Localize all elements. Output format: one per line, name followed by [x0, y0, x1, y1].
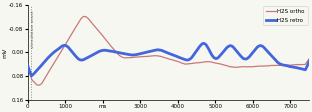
H2S ortho — [83, 16, 86, 17]
H2S ortho — [299, 64, 303, 65]
Line: H2S ortho: H2S ortho — [27, 16, 309, 85]
H2S retro — [30, 75, 33, 77]
H2S retro — [163, 51, 167, 52]
H2S ortho — [37, 85, 40, 86]
Line: H2S retro: H2S retro — [27, 43, 309, 76]
Y-axis label: mV: mV — [3, 47, 8, 58]
H2S retro — [202, 43, 206, 44]
H2S retro — [300, 68, 303, 70]
Legend: H2S ortho, H2S retro: H2S ortho, H2S retro — [263, 6, 308, 25]
H2S ortho — [163, 57, 167, 58]
H2S ortho — [300, 64, 303, 65]
H2S retro — [26, 64, 29, 66]
H2S ortho — [26, 64, 29, 66]
H2S retro — [307, 61, 311, 62]
H2S ortho — [155, 55, 159, 57]
H2S retro — [155, 49, 159, 51]
H2S ortho — [248, 66, 251, 67]
H2S retro — [299, 68, 303, 69]
H2S ortho — [307, 58, 311, 59]
H2S ortho — [40, 82, 44, 84]
Text: stimulation onset: stimulation onset — [31, 10, 35, 47]
H2S retro — [40, 64, 44, 65]
H2S retro — [248, 56, 251, 57]
